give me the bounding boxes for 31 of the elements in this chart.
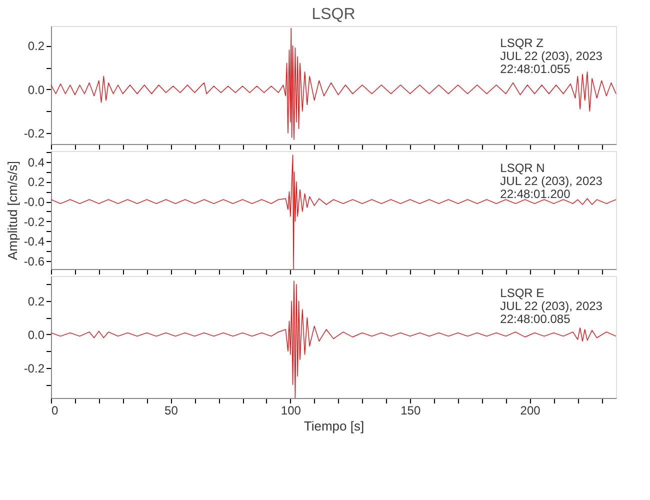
y-tick-label: -0.0: [24, 195, 45, 210]
y-axis-title: Amplitud [cm/s/s]: [4, 161, 20, 260]
y-tick-label: -0.2: [24, 126, 45, 141]
y-tick-label: 0.2: [28, 39, 45, 54]
line-series: [50, 154, 616, 270]
x-tick-label: 200: [520, 404, 541, 418]
x-tick-label: 0: [52, 404, 58, 418]
annotation: JUL 22 (203), 2023: [500, 174, 603, 188]
y-tick-label: 0.4: [28, 155, 45, 170]
chart-title: LSQR: [312, 6, 356, 23]
y-tick-label: -0.2: [24, 361, 45, 376]
annotation: 22:48:01.200: [500, 187, 571, 201]
annotation: 22:48:01.055: [500, 62, 571, 76]
x-tick-label: 50: [164, 404, 178, 418]
y-tick-label: -0.6: [24, 254, 45, 269]
y-tick-label: 0.2: [28, 175, 45, 190]
x-axis-title: Tiempo [s]: [304, 418, 364, 434]
annotation: JUL 22 (203), 2023: [500, 49, 603, 63]
annotation: LSQR N: [500, 161, 545, 175]
x-tick-label: 100: [280, 404, 302, 418]
y-tick-label: -0.2: [24, 214, 45, 229]
y-tick-label: 0.0: [28, 82, 45, 97]
annotation: JUL 22 (203), 2023: [500, 299, 603, 313]
annotation: 22:48:00.085: [500, 312, 571, 326]
line-series: [50, 28, 616, 140]
x-tick-label: 150: [400, 404, 421, 418]
y-tick-label: -0.4: [24, 234, 45, 249]
y-tick-label: 0.0: [28, 328, 45, 342]
annotation: LSQR Z: [500, 36, 544, 50]
y-tick-label: 0.2: [28, 294, 45, 309]
annotation: LSQR E: [500, 286, 544, 300]
